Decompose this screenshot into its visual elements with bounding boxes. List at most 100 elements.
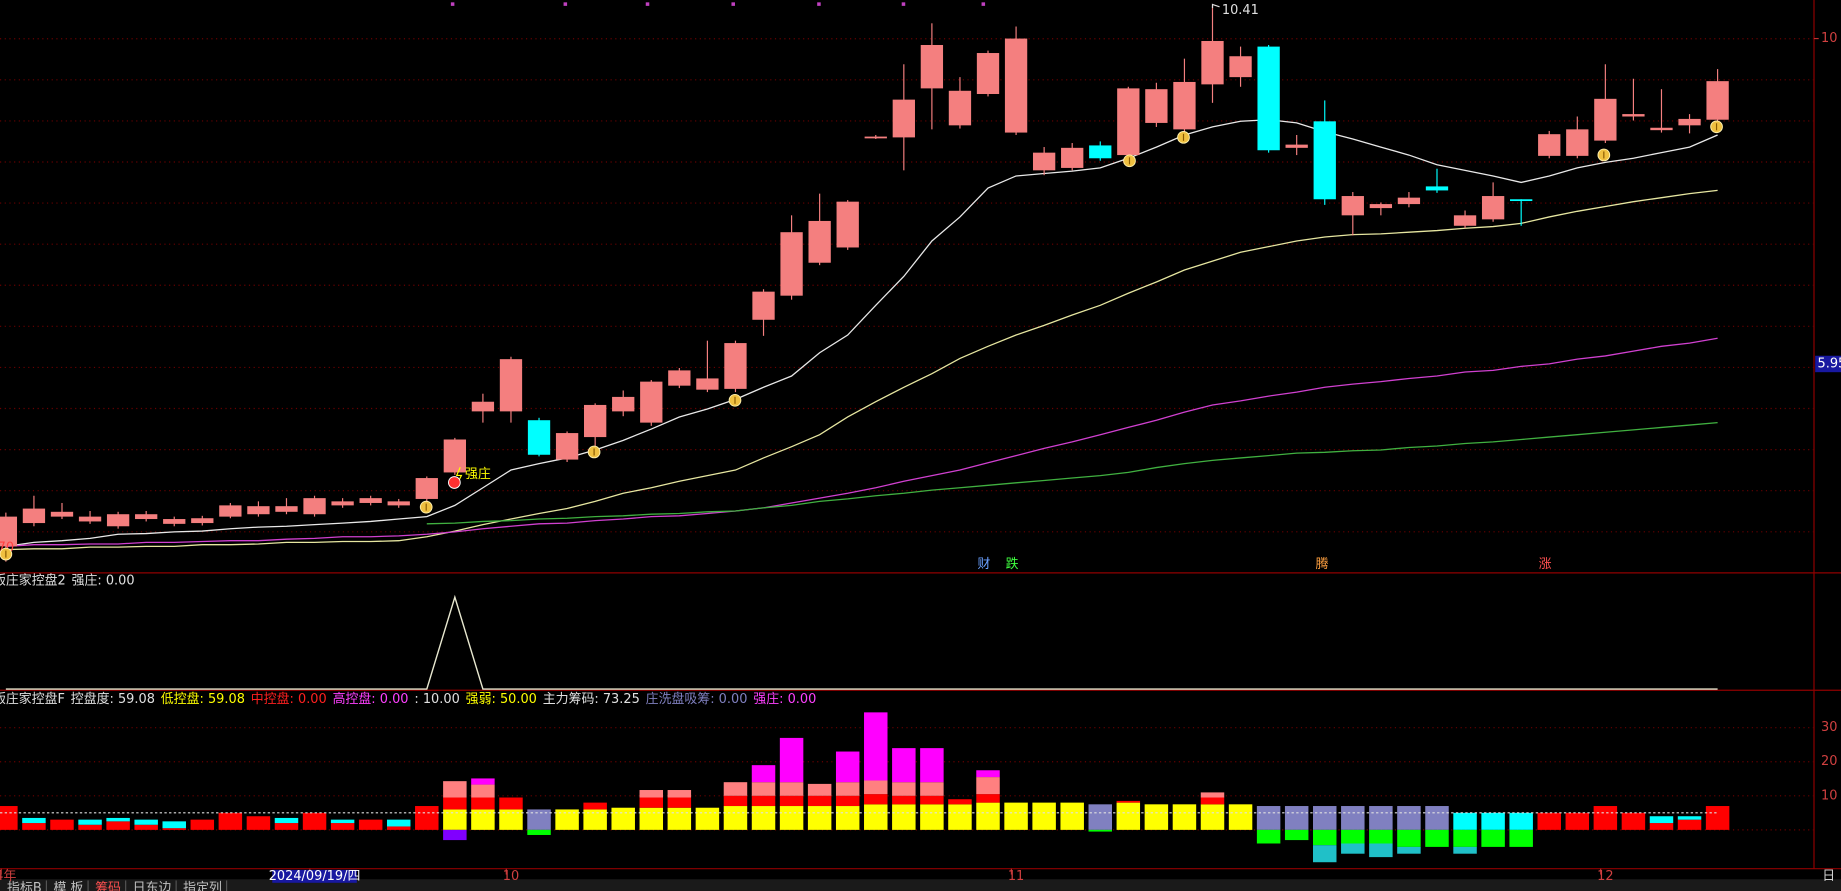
candle-body	[499, 359, 523, 412]
tab-label[interactable]: 模 板	[53, 881, 83, 891]
bar-segment	[1144, 804, 1169, 830]
bar-segment	[246, 816, 271, 830]
bar-segment	[976, 794, 1000, 803]
signal-label: 跌	[1006, 556, 1019, 572]
bar-segment	[807, 806, 832, 830]
candle-body	[780, 232, 803, 296]
bar-segment	[106, 817, 130, 822]
bar-segment	[274, 823, 299, 830]
bar-segment	[443, 829, 467, 841]
tab-label[interactable]: 日东边	[133, 881, 172, 891]
candle-body	[135, 514, 158, 520]
bar-segment	[1705, 806, 1730, 830]
dot	[731, 2, 735, 6]
candle-body	[1285, 144, 1308, 148]
candle-body	[387, 501, 410, 506]
bar-segment	[1313, 829, 1337, 846]
candle-body	[1510, 199, 1533, 202]
candle-body	[752, 291, 775, 320]
bar-segment	[330, 819, 355, 824]
candle-body	[163, 519, 186, 524]
bar-segment	[1004, 802, 1028, 830]
candle-body	[1622, 114, 1645, 117]
candle-body	[1229, 56, 1252, 78]
bar-segment	[667, 790, 692, 798]
dot	[817, 2, 821, 6]
bar-segment	[1649, 823, 1674, 830]
lightning-icon	[455, 466, 463, 483]
candle-body	[1650, 127, 1673, 131]
indicator-line	[5, 594, 1718, 690]
candle-body	[640, 381, 663, 423]
bar-segment	[639, 807, 664, 830]
bar-segment	[1172, 804, 1197, 830]
y-tick-label: 30	[1821, 720, 1837, 735]
bar-segment	[134, 819, 158, 825]
bar-segment	[1481, 812, 1505, 830]
bar-segment	[50, 819, 74, 830]
candle-body	[1173, 81, 1196, 130]
moving-average	[426, 421, 1718, 525]
top-dots	[450, 2, 986, 6]
candle-body	[22, 508, 46, 524]
bar-segment	[330, 823, 355, 830]
bar-segment	[864, 780, 888, 795]
bar-segment	[0, 806, 18, 830]
bar-segment	[162, 821, 186, 829]
bar-segment	[779, 737, 804, 783]
bar-segment	[723, 782, 748, 796]
bar-segment	[134, 824, 158, 830]
bar-segment	[779, 795, 804, 807]
candle-body	[275, 506, 298, 512]
candle-body	[191, 518, 214, 524]
candle-body	[106, 514, 130, 527]
bar-segment	[162, 828, 186, 830]
bar-segment	[1453, 846, 1477, 854]
bar-segment	[1200, 804, 1225, 830]
period-label: 日	[1822, 869, 1835, 884]
bar-segment	[892, 795, 916, 805]
bar-segment	[892, 782, 916, 796]
bar-segment	[835, 795, 860, 807]
bar-segment	[1256, 806, 1281, 830]
candle-body	[1678, 118, 1701, 126]
candle-body	[1117, 88, 1140, 156]
x-tick-label: 4年	[0, 869, 17, 884]
legend-item: 中控盘: 0.00	[251, 691, 327, 707]
tab-label[interactable]: 指标B	[7, 881, 42, 891]
legend-item: 强弱: 50.00	[466, 692, 537, 707]
high-pointer	[1211, 3, 1220, 8]
candle-body	[1061, 147, 1084, 168]
tab-label[interactable]: 指定列	[183, 881, 222, 891]
bar-segment	[1621, 812, 1646, 830]
bar-segment	[1537, 812, 1561, 830]
bar-segment	[471, 809, 495, 830]
bar-segment	[1313, 845, 1337, 863]
bar-segment	[1088, 804, 1112, 830]
bar-segment	[1509, 829, 1533, 847]
bar-segment	[218, 812, 243, 830]
bar-segment	[1481, 829, 1505, 847]
candle-body	[1425, 186, 1449, 191]
bar-segment	[611, 807, 635, 830]
bar-segment	[190, 819, 215, 830]
tab-label[interactable]: 筹码	[95, 880, 121, 891]
candle-body	[1481, 196, 1505, 220]
bar-segment	[1509, 812, 1533, 830]
bar-segment	[1032, 802, 1056, 830]
bar-segment	[358, 819, 383, 830]
bar-segment	[1284, 829, 1309, 841]
bar-segment	[1425, 806, 1449, 830]
bar-segment	[1369, 843, 1393, 858]
candle-body	[1313, 121, 1336, 200]
candle-body	[78, 516, 102, 522]
legend-item: 强庄: 0.00	[72, 573, 135, 589]
bar-segment	[443, 797, 467, 810]
y-tick-label: 10	[1821, 31, 1837, 46]
bar-segment	[920, 748, 944, 783]
bar-segment	[723, 795, 748, 807]
bar-segment	[751, 795, 776, 807]
bar-segment	[443, 809, 467, 830]
